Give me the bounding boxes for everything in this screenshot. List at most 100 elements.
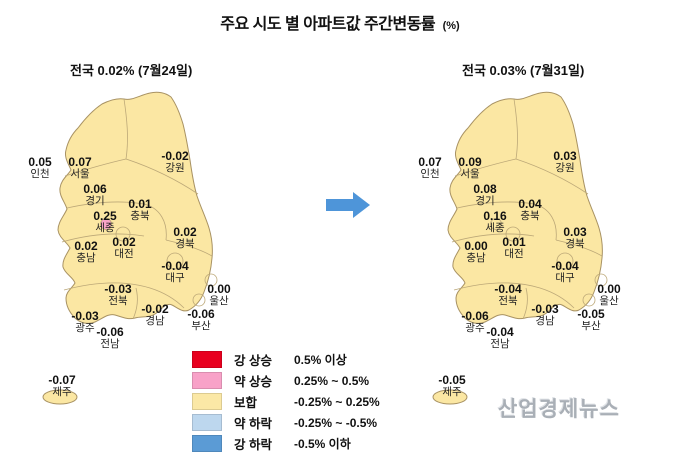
region-name: 울산 [209, 294, 229, 307]
region-jeju: -0.05 제주 [438, 374, 465, 398]
region-value: -0.05 [438, 373, 466, 387]
sejong-highlight [100, 218, 112, 230]
region-value: -0.02 [161, 149, 189, 163]
region-gwangju: -0.03 광주 [71, 310, 98, 334]
region-name: 강원 [165, 161, 185, 174]
region-seoul: 0.07 서울 [68, 156, 91, 180]
border-chung-east [456, 201, 557, 241]
region-value: 0.00 [464, 239, 488, 253]
legend-label: 강 상승 [234, 354, 272, 368]
region-value: 0.07 [418, 155, 442, 169]
legend-label: 보합 [234, 396, 258, 410]
region-name: 부산 [191, 319, 211, 332]
region-jeonbuk: -0.03 전북 [104, 283, 131, 307]
region-value: 0.04 [518, 197, 542, 211]
region-seoul: 0.09 서울 [458, 156, 481, 180]
legend-row: 약 상승 0.25% ~ 0.5% [192, 370, 380, 391]
region-name: 세종 [95, 221, 115, 234]
region-name: 경북 [175, 237, 195, 250]
legend-swatch [192, 351, 222, 368]
region-jeonbuk: -0.04 전북 [494, 283, 521, 307]
region-value: 0.05 [28, 155, 52, 169]
daegu-boundary [166, 252, 184, 270]
region-gyeonggi: 0.06 경기 [83, 183, 106, 207]
region-name: 인천 [30, 167, 50, 180]
sejong-highlight [490, 218, 502, 230]
region-daejeon: 0.01 대전 [502, 236, 525, 260]
mainland-shape [447, 91, 603, 324]
border-jeonbuk-south [63, 282, 185, 309]
region-value: 0.03 [553, 149, 577, 163]
legend-label: 강 하락 [234, 438, 272, 452]
daejeon-boundary [505, 226, 521, 242]
region-name: 경북 [565, 237, 585, 250]
region-value: 0.07 [68, 155, 92, 169]
border-jeonbuk-south [453, 282, 575, 309]
region-gyeonggi: 0.08 경기 [473, 183, 496, 207]
region-name: 전남 [100, 337, 120, 350]
region-value: 0.00 [597, 282, 621, 296]
region-value: 0.00 [207, 282, 231, 296]
region-name: 울산 [599, 294, 619, 307]
region-chungnam: 0.02 충남 [74, 240, 97, 264]
region-jeonnam: -0.04 전남 [486, 326, 513, 350]
region-busan: -0.06 부산 [187, 308, 214, 332]
border-jeonnam-gyeongnam [132, 287, 138, 320]
region-daegu: -0.04 대구 [161, 260, 188, 284]
title-unit: (%) [442, 20, 460, 32]
region-name: 부산 [581, 319, 601, 332]
legend-label: 약 상승 [234, 375, 272, 389]
legend-row: 강 상승 0.5% 이상 [192, 349, 380, 370]
region-value: -0.06 [461, 309, 489, 323]
page-title: 주요 시도 별 아파트값 주간변동률 (%) [0, 10, 680, 34]
region-value: -0.04 [551, 259, 579, 273]
legend-swatch [192, 414, 222, 431]
region-gyeongnam: -0.03 경남 [531, 303, 558, 327]
legend-range: -0.5% 이하 [294, 437, 351, 451]
region-value: 0.01 [502, 235, 526, 249]
region-value: 0.09 [458, 155, 482, 169]
region-value: -0.07 [48, 373, 76, 387]
region-name: 인천 [420, 167, 440, 180]
region-ulsan: 0.00 울산 [207, 283, 230, 307]
region-incheon: 0.05 인천 [28, 156, 51, 180]
region-value: -0.04 [494, 282, 522, 296]
region-value: -0.03 [104, 282, 132, 296]
region-value: 0.01 [128, 197, 152, 211]
region-gwangju: -0.06 광주 [461, 310, 488, 334]
region-value: 0.25 [93, 209, 117, 223]
region-name: 전북 [108, 294, 128, 307]
region-sejong: 0.16 세종 [483, 210, 506, 234]
ulsan-boundary [204, 273, 218, 287]
region-value: 0.03 [563, 225, 587, 239]
legend-range: 0.5% 이상 [294, 353, 347, 367]
region-name: 충남 [466, 251, 486, 264]
border-gyeongbuk-gyeongnam [165, 239, 213, 257]
title-text: 주요 시도 별 아파트값 주간변동률 [220, 16, 436, 33]
left-map-subtitle: 전국 0.02% (7월24일) [70, 63, 193, 78]
region-name: 광주 [465, 321, 485, 334]
border-chungnam-jeonbuk [451, 233, 535, 243]
region-incheon: 0.07 인천 [418, 156, 441, 180]
region-jeju: -0.07 제주 [48, 374, 75, 398]
mainland-shape [57, 91, 213, 324]
region-name: 대구 [555, 271, 575, 284]
region-gangwon: 0.03 강원 [553, 150, 576, 174]
arrow-shaft [326, 199, 353, 211]
border-chungnam-jeonbuk [61, 233, 145, 243]
region-name: 강원 [555, 161, 575, 174]
region-value: -0.06 [187, 307, 215, 321]
region-name: 제주 [442, 385, 462, 398]
region-value: -0.06 [96, 325, 124, 339]
region-value: -0.03 [531, 302, 559, 316]
region-chungnam: 0.00 충남 [464, 240, 487, 264]
legend-range: 0.25% ~ 0.5% [294, 373, 370, 388]
region-value: -0.04 [486, 325, 514, 339]
region-busan: -0.05 부산 [577, 308, 604, 332]
border-gyeonggi-gangwon [513, 98, 518, 160]
korea-map-shape [432, 91, 608, 405]
busan-boundary [582, 293, 596, 307]
legend-row: 보합 -0.25% ~ 0.25% [192, 391, 380, 412]
region-sejong: 0.25 세종 [93, 210, 116, 234]
